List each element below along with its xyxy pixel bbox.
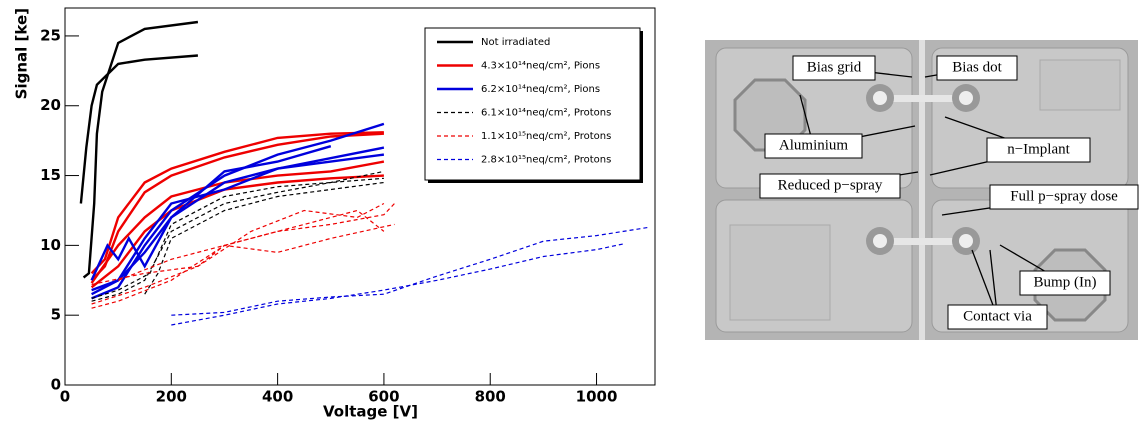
annotation-box (936, 55, 1018, 81)
annotation-label: Contact via (963, 308, 1032, 324)
series-line (90, 160, 385, 284)
legend (424, 27, 641, 181)
legend-label: 6.1×10¹⁴neq/cm², Protons (481, 108, 611, 119)
annotation-label: Bias dot (952, 59, 1002, 75)
annotation-label: n−Implant (1007, 141, 1070, 157)
x-tick-label: 600 (368, 388, 399, 406)
plot-frame (64, 7, 656, 386)
series-line (90, 132, 384, 282)
y-tick-label: 10 (40, 236, 61, 254)
photo: Bias grid Bias dot Aluminium n−Implant Reduc… (705, 40, 1139, 340)
annotation-box (989, 184, 1139, 210)
series-line (171, 226, 650, 316)
annotation-box (792, 55, 876, 81)
annotation-label: Aluminium (779, 137, 849, 153)
legend-label: 1.1×10¹⁵neq/cm², Protons (481, 131, 611, 142)
y-axis-label: Signal [ke] (13, 8, 31, 99)
legend-label: 6.2×10¹⁴neq/cm², Pions (481, 84, 600, 95)
x-tick-label: 200 (156, 388, 187, 406)
x-axis-label: Voltage [V] (323, 403, 418, 421)
series-line (90, 145, 332, 281)
x-tick-label: 400 (262, 388, 293, 406)
annotation-box (759, 173, 901, 199)
annotation-label: Bump (In) (1034, 274, 1097, 290)
legend-label: 4.3×10¹⁴neq/cm², Pions (481, 61, 600, 72)
series-line (90, 131, 384, 275)
legend-label: 2.8×10¹⁵neq/cm², Protons (481, 155, 611, 166)
annotation-box (947, 304, 1048, 330)
annotation-box (1019, 270, 1111, 296)
y-tick-label: 20 (40, 96, 61, 114)
legend-label: Not irradiated (481, 37, 550, 48)
series-line (91, 202, 385, 305)
x-tick-label: 1000 (576, 388, 618, 406)
series-line (91, 203, 395, 309)
annotation-box (986, 137, 1091, 163)
y-tick-label: 5 (51, 306, 61, 324)
annotation-label: Full p−spray dose (1010, 188, 1118, 204)
series-line (90, 174, 384, 289)
series-line (171, 243, 624, 326)
series-line (117, 209, 385, 281)
y-tick-label: 25 (40, 26, 61, 44)
y-tick-label: 15 (40, 166, 61, 184)
series-line (91, 122, 385, 300)
annotation-box (764, 133, 863, 159)
annotation-label: Reduced p−spray (778, 177, 883, 193)
annotation-label: Bias grid (807, 59, 862, 75)
series-line (91, 170, 385, 302)
series-line (79, 54, 198, 204)
series-line (144, 181, 384, 295)
y-tick-label: 0 (51, 376, 61, 394)
series-line (82, 20, 199, 279)
x-tick-label: 800 (475, 388, 506, 406)
series-line (91, 177, 384, 299)
x-tick-label: 0 (60, 388, 70, 406)
